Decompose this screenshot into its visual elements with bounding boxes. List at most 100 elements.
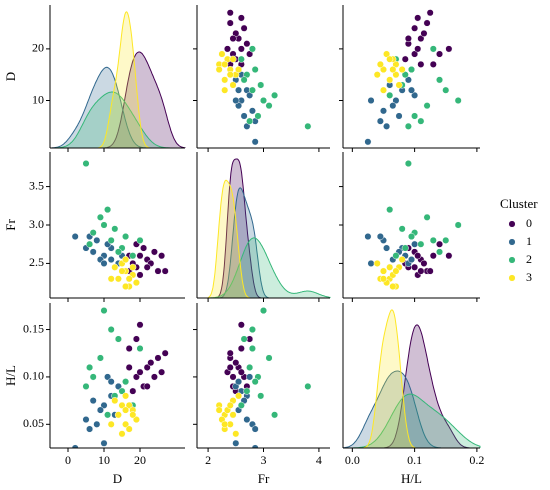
- scatter-point: [100, 439, 108, 447]
- x-tick-label: 10: [98, 453, 110, 467]
- x-axis-label: D: [113, 471, 122, 486]
- y-tick-label: 3.5: [29, 178, 44, 192]
- scatter-point: [122, 282, 130, 291]
- y-axis-label: H/L: [3, 365, 18, 386]
- scatter-point: [215, 406, 223, 414]
- scatter-point: [82, 382, 90, 390]
- legend-label: 1: [526, 234, 532, 248]
- scatter-point: [251, 138, 259, 146]
- y-tick-label: 3.0: [29, 217, 44, 231]
- scatter-point: [114, 275, 122, 283]
- scatter-point: [125, 401, 133, 409]
- scatter-point: [82, 159, 90, 168]
- scatter-point: [235, 86, 243, 94]
- scatter-point: [232, 439, 240, 447]
- scatter-point: [122, 232, 130, 241]
- scatter-point: [122, 256, 130, 264]
- panel: [364, 9, 462, 146]
- scatter-point: [411, 91, 419, 99]
- scatter-point: [392, 267, 400, 275]
- scatter-point: [89, 248, 97, 256]
- x-tick-label: 4: [316, 453, 322, 467]
- kde-area: [51, 66, 146, 148]
- scatter-point: [96, 354, 104, 362]
- scatter-point: [89, 397, 97, 405]
- scatter-point: [442, 236, 450, 244]
- scatter-point: [429, 45, 437, 53]
- scatter-point: [386, 76, 394, 84]
- scatter-point: [376, 117, 384, 125]
- scatter-point: [411, 24, 419, 32]
- scatter-point: [398, 256, 406, 264]
- scatter-point: [107, 325, 115, 334]
- scatter-point: [104, 411, 112, 419]
- scatter-point: [445, 252, 453, 260]
- scatter-point: [417, 267, 425, 275]
- scatter-point: [420, 259, 428, 267]
- scatter-point: [248, 344, 256, 353]
- x-tick-label: 0: [65, 453, 71, 467]
- scatter-point: [417, 35, 425, 43]
- scatter-point: [392, 252, 400, 260]
- scatter-point: [257, 81, 265, 89]
- scatter-point: [429, 252, 437, 260]
- scatter-point: [122, 378, 130, 386]
- scatter-point: [237, 321, 245, 329]
- scatter-point: [246, 117, 254, 125]
- scatter-point: [271, 411, 279, 419]
- scatter-point: [89, 373, 97, 381]
- scatter-point: [237, 14, 245, 22]
- scatter-point: [407, 65, 416, 74]
- scatter-point: [411, 263, 419, 271]
- scatter-point: [454, 96, 462, 105]
- scatter-point: [237, 45, 245, 53]
- y-tick-label: 0.05: [23, 416, 44, 430]
- kde-area: [56, 91, 170, 148]
- scatter-point: [125, 275, 133, 283]
- scatter-point: [435, 50, 444, 58]
- scatter-point: [232, 359, 240, 367]
- scatter-point: [118, 387, 126, 395]
- scatter-point: [125, 425, 133, 433]
- scatter-point: [114, 248, 122, 256]
- y-tick-label: 0.10: [23, 369, 44, 383]
- scatter-point: [86, 363, 94, 371]
- scatter-point: [401, 55, 409, 63]
- scatter-point: [404, 122, 412, 130]
- legend-marker: [508, 256, 516, 264]
- scatter-point: [229, 373, 237, 381]
- scatter-point: [237, 401, 245, 409]
- scatter-point: [237, 55, 245, 63]
- scatter-point: [383, 244, 391, 252]
- scatter-point: [251, 444, 259, 448]
- legend-marker: [508, 238, 516, 246]
- scatter-point: [240, 76, 248, 84]
- scatter-point: [417, 117, 425, 125]
- scatter-point: [386, 91, 394, 99]
- scatter-point: [411, 112, 419, 120]
- scatter-point: [111, 397, 119, 405]
- scatter-point: [392, 96, 400, 105]
- scatter-point: [221, 76, 229, 84]
- scatter-point: [136, 236, 144, 244]
- scatter-point: [259, 96, 268, 105]
- scatter-point: [395, 81, 403, 89]
- scatter-point: [423, 102, 431, 110]
- scatter-point: [265, 354, 273, 362]
- scatter-point: [376, 60, 384, 68]
- scatter-point: [129, 387, 137, 395]
- scatter-point: [132, 416, 140, 424]
- scatter-point: [235, 65, 243, 74]
- scatter-point: [158, 368, 166, 376]
- scatter-point: [215, 65, 223, 74]
- scatter-point: [232, 430, 240, 438]
- scatter-point: [304, 382, 312, 390]
- scatter-point: [140, 244, 148, 252]
- scatter-point: [82, 416, 90, 424]
- scatter-point: [367, 96, 375, 105]
- scatter-point: [304, 122, 312, 130]
- scatter-point: [404, 35, 412, 43]
- scatter-point: [376, 232, 384, 241]
- scatter-point: [386, 55, 394, 63]
